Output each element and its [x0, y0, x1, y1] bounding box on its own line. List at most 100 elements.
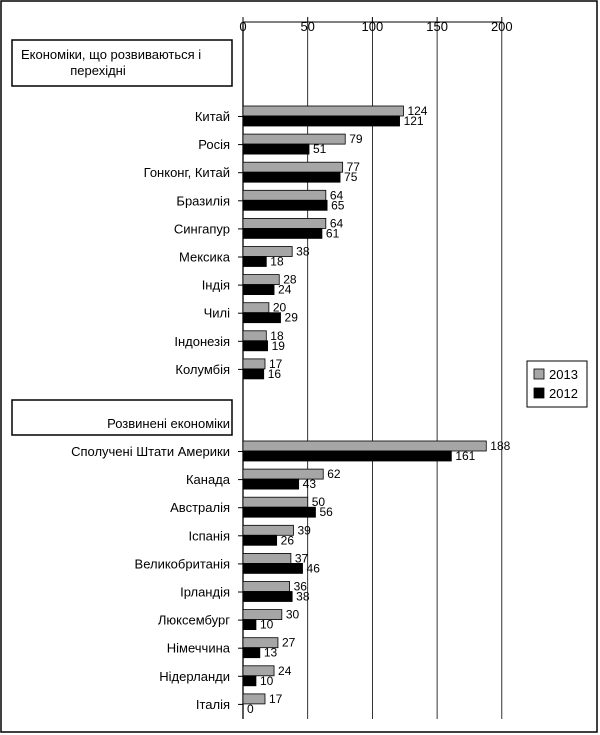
category-label: Нідерланди [159, 669, 230, 684]
data-label: 17 [269, 692, 283, 706]
bar-2013 [242, 637, 279, 649]
category-label: Індонезія [174, 334, 230, 349]
data-label: 37 [295, 551, 309, 565]
data-label: 124 [407, 104, 427, 118]
group-label-box [11, 39, 233, 87]
data-label: 10 [260, 674, 274, 688]
bar-2012 [242, 647, 261, 659]
data-label: 61 [326, 226, 340, 240]
data-label: 77 [347, 160, 361, 174]
bar-2013 [242, 302, 270, 314]
bar-2013 [242, 274, 280, 286]
data-label: 64 [330, 216, 344, 230]
category-label: Індія [202, 278, 230, 293]
bar-2013 [242, 189, 327, 201]
data-label: 10 [260, 618, 274, 632]
x-tick-label: 200 [491, 19, 513, 34]
bar-2012 [242, 619, 257, 630]
data-label: 39 [297, 523, 311, 537]
bar-2013 [242, 553, 292, 564]
bar-2012 [242, 256, 267, 267]
data-label: 161 [455, 449, 475, 463]
data-label: 79 [349, 132, 363, 146]
data-label: 17 [269, 357, 283, 371]
category-label: Сингапур [174, 221, 230, 236]
data-label: 24 [278, 283, 292, 297]
bar-2012 [242, 506, 316, 518]
data-label: 28 [283, 273, 297, 287]
data-label: 18 [270, 329, 284, 343]
bar-2013 [242, 665, 275, 677]
bar-2013 [242, 581, 290, 592]
group-label: перехідні [70, 63, 126, 78]
data-label: 56 [319, 505, 333, 519]
category-label: Австралія [170, 500, 230, 515]
category-label: Італія [196, 697, 230, 712]
bar-2012 [242, 227, 323, 239]
bar-2012 [242, 478, 300, 490]
category-label: Колумбія [175, 362, 230, 377]
data-label: 16 [268, 367, 282, 381]
category-label: Росія [198, 137, 230, 152]
bar-2012 [242, 143, 310, 155]
bar-2013 [242, 161, 344, 173]
category-label: Німеччина [167, 641, 231, 656]
category-label: Китай [195, 109, 230, 124]
category-label: Чилі [204, 306, 231, 321]
data-label: 18 [270, 255, 284, 269]
data-label: 29 [285, 311, 299, 325]
category-label: Сполучені Штати Америки [71, 444, 230, 459]
category-label: Канада [186, 472, 231, 487]
bar-2013 [242, 496, 309, 508]
group-label: Розвинені економіки [107, 416, 230, 431]
legend-swatch-2013 [533, 368, 545, 380]
data-label: 0 [247, 702, 254, 716]
data-label: 13 [264, 646, 278, 660]
data-label: 30 [286, 608, 300, 622]
bar-2013 [242, 609, 283, 620]
bar-2012 [242, 450, 452, 462]
data-label: 75 [344, 170, 358, 184]
bar-2013 [242, 330, 267, 342]
x-tick-label: 50 [300, 19, 314, 34]
bar-2012 [242, 563, 303, 574]
bar-2013 [242, 133, 346, 145]
x-tick-label: 150 [426, 19, 448, 34]
data-label: 27 [282, 636, 296, 650]
bar-2012 [242, 675, 257, 687]
data-label: 62 [327, 467, 341, 481]
category-label: Бразилія [176, 193, 230, 208]
bar-2012 [242, 115, 400, 127]
data-label: 188 [490, 439, 510, 453]
data-label: 51 [313, 142, 327, 156]
data-label: 43 [303, 477, 317, 491]
bar-2012 [242, 284, 275, 296]
legend-swatch-2012 [533, 387, 545, 399]
bar-2012 [242, 199, 328, 211]
x-tick-label: 100 [362, 19, 384, 34]
data-label: 46 [307, 561, 321, 575]
data-label: 50 [312, 495, 326, 509]
bar-2013 [242, 246, 293, 257]
bar-2012 [242, 534, 278, 546]
data-label: 65 [331, 198, 345, 212]
group-label-box [11, 399, 233, 436]
bar-2013 [242, 105, 404, 117]
category-label: Великобританія [135, 556, 230, 571]
bar-2012 [242, 591, 293, 602]
bar-2013 [242, 440, 487, 452]
bar-2012 [242, 368, 265, 380]
data-label: 121 [404, 114, 424, 128]
bar-2012 [242, 171, 341, 183]
bar-2013 [242, 358, 266, 370]
data-label: 38 [296, 245, 310, 259]
bar-2013 [242, 693, 266, 705]
data-label: 19 [272, 339, 286, 353]
data-label: 24 [278, 664, 292, 678]
legend-label: 2012 [549, 386, 578, 401]
category-label: Ірландія [180, 585, 230, 600]
category-label: Іспанія [189, 528, 231, 543]
group-label: Економіки, що розвиваються і [21, 47, 201, 62]
data-label: 26 [281, 533, 295, 547]
